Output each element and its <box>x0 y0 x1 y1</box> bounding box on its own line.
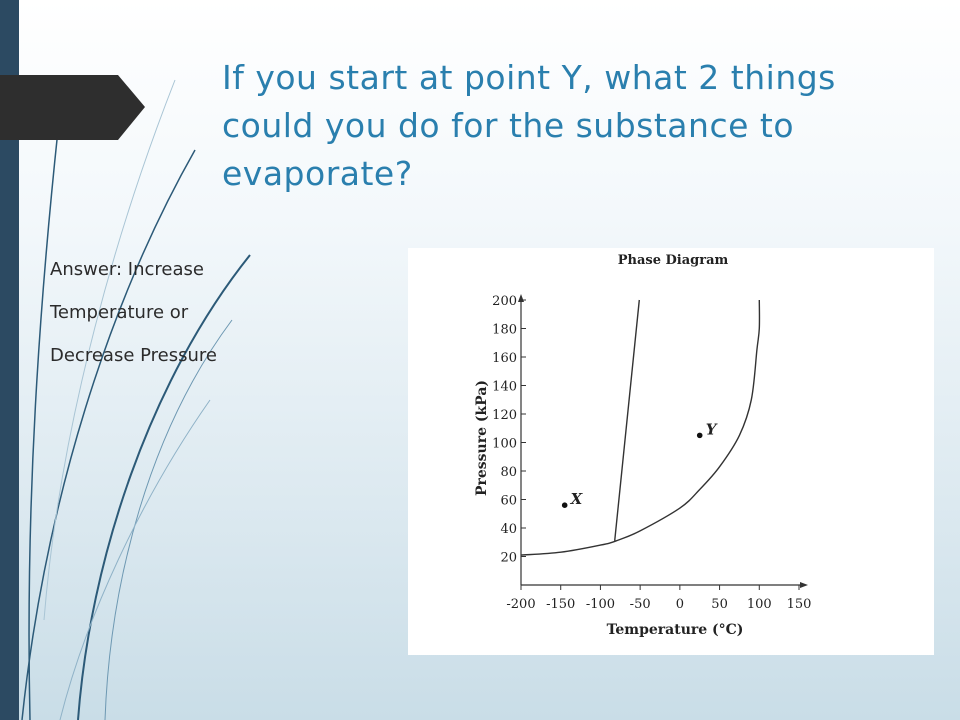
x-tick-label: -100 <box>586 597 615 612</box>
solid-liquid-boundary-line <box>614 299 640 541</box>
left-accent-bar <box>0 0 19 720</box>
x-axis-label: Temperature (°C) <box>607 622 744 638</box>
state-points: XY <box>561 420 718 508</box>
x-tick-label: 0 <box>676 597 684 612</box>
answer-text: Answer: Increase Temperature or Decrease… <box>50 248 380 377</box>
phase-boundary-lines <box>520 299 761 556</box>
y-tick-label: 20 <box>500 551 517 566</box>
phase-diagram-chart: Phase Diagram -200 -150 -100 -50 0 50 100 150 20… <box>474 253 811 638</box>
y-axis-label: Pressure (kPa) <box>474 380 490 496</box>
y-tick-label: 60 <box>500 494 517 509</box>
y-tick-label: 80 <box>500 465 517 480</box>
x-axis-arrowhead <box>800 582 808 588</box>
y-tick-label: 100 <box>492 437 517 452</box>
chart-title: Phase Diagram <box>618 253 729 268</box>
answer-line: Decrease Pressure <box>50 345 217 366</box>
liquid-gas-boundary-line <box>520 299 761 556</box>
point-y-marker <box>696 432 703 439</box>
y-tick-label: 200 <box>492 294 517 309</box>
x-tick-label: 100 <box>747 597 772 612</box>
decorative-swoosh-lines <box>21 79 251 720</box>
answer-line: Answer: Increase <box>50 259 204 280</box>
slide-title: If you start at point Y, what 2 things c… <box>222 58 836 193</box>
phase-diagram-figure: Phase Diagram -200 -150 -100 -50 0 50 100 150 20… <box>408 248 934 655</box>
y-tick-label: 140 <box>492 380 517 395</box>
y-tick-label: 40 <box>500 522 517 537</box>
point-y-label: Y <box>706 420 718 438</box>
point-x-marker <box>561 502 568 508</box>
axis-ticks: -200 -150 -100 -50 0 50 100 150 20 40 60 80 100 120 14… <box>492 294 811 612</box>
answer-line: Temperature or <box>50 302 189 323</box>
y-tick-label: 160 <box>492 351 517 366</box>
x-tick-label: -150 <box>546 597 575 612</box>
y-tick-label: 180 <box>492 323 517 338</box>
x-tick-label: 150 <box>787 597 812 612</box>
x-tick-label: -50 <box>630 597 651 612</box>
x-tick-label: 50 <box>711 597 728 612</box>
y-tick-label: 120 <box>492 408 517 423</box>
x-tick-label: -200 <box>506 597 535 612</box>
title-arrow-tab <box>0 75 145 140</box>
y-axis-arrowhead <box>518 294 524 302</box>
point-x-label: X <box>570 490 584 508</box>
